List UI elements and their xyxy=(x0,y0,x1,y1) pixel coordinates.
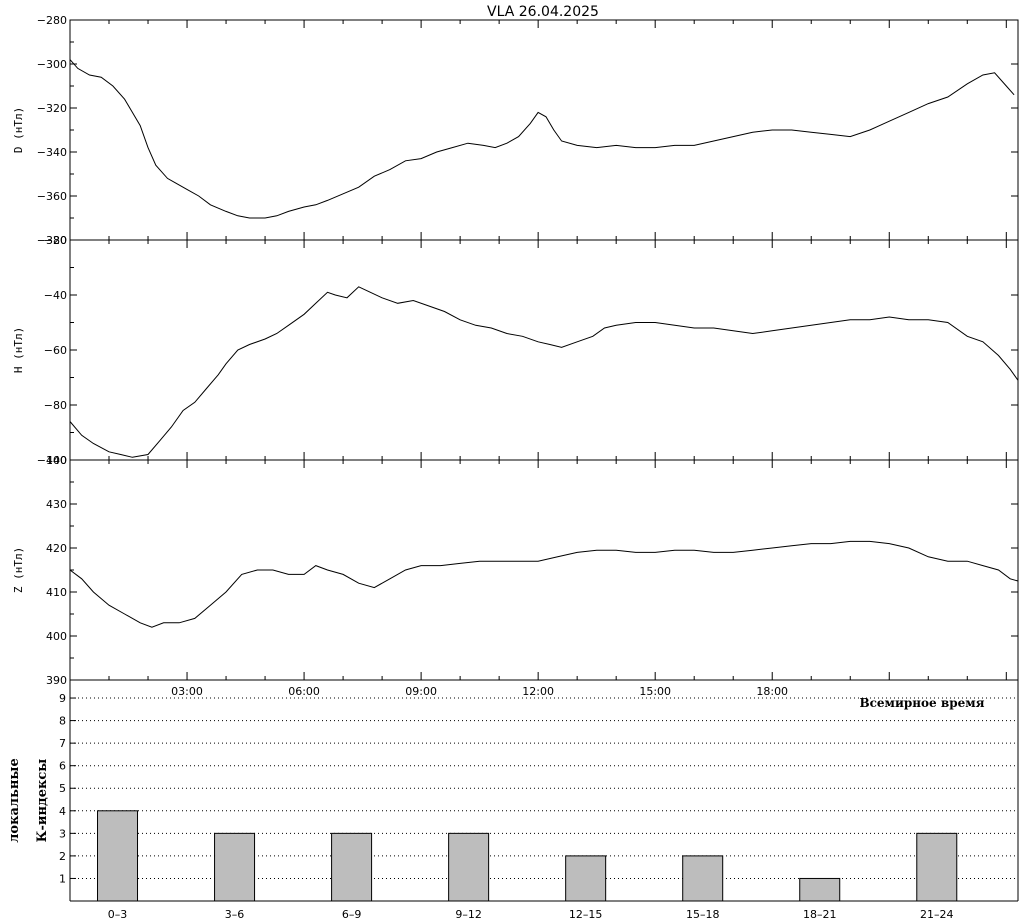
y-axis-label: H (нТл) xyxy=(12,327,25,373)
k-tick-label: 7 xyxy=(59,737,66,750)
y-tick-label: −100 xyxy=(37,454,67,467)
y-tick-label: 440 xyxy=(46,454,67,467)
y-tick-label: 400 xyxy=(46,630,67,643)
k-bin-label: 18–21 xyxy=(803,908,837,921)
y-tick-label: 390 xyxy=(46,674,67,687)
y-axis-label: D (нТл) xyxy=(12,107,25,153)
series-line-d xyxy=(69,59,1015,219)
k-bin-label: 9–12 xyxy=(455,908,482,921)
k-bar xyxy=(97,810,139,902)
x-tick-label: 03:00 xyxy=(171,685,203,698)
panel-k-index: 1 2 3 4 5 6 7 8 9 локальные К-индексы Всемирное вре… xyxy=(7,680,1019,921)
series-line-h xyxy=(69,286,1019,458)
y-tick-label: −80 xyxy=(44,399,67,412)
x-tick-label: 18:00 xyxy=(756,685,788,698)
y-tick-label: −20 xyxy=(44,234,67,247)
k-bar xyxy=(565,855,607,902)
k-bin-label: 12–15 xyxy=(569,908,603,921)
k-bar xyxy=(682,855,724,902)
y-tick-label: −360 xyxy=(37,190,67,203)
series-line-z xyxy=(69,540,1019,628)
y-tick-label: −320 xyxy=(37,102,67,115)
k-bin-label: 6–9 xyxy=(342,908,362,921)
x-tick-label: 06:00 xyxy=(288,685,320,698)
y-tick-label: 410 xyxy=(46,586,67,599)
plot-frame xyxy=(69,239,1019,461)
panel-h: −100 −80 −60 −40 −20 H (нТл) xyxy=(12,234,1019,467)
k-tick-label: 8 xyxy=(59,715,66,728)
k-tick-label: 9 xyxy=(59,692,66,705)
y-tick-label: −340 xyxy=(37,146,67,159)
y-tick-label: −380 xyxy=(37,234,67,247)
k-bar xyxy=(916,832,958,902)
k-axis-label: локальные xyxy=(7,758,22,842)
k-bin-label: 3–6 xyxy=(225,908,245,921)
k-bar xyxy=(448,832,490,902)
y-tick-label: −280 xyxy=(37,14,67,27)
k-tick-label: 1 xyxy=(59,872,66,885)
chart-title: VLA 26.04.2025 xyxy=(487,4,599,20)
y-tick-label: 430 xyxy=(46,498,67,511)
k-bin-label: 0–3 xyxy=(108,908,128,921)
x-axis-label: Всемирное время xyxy=(859,696,984,710)
panel-z: 390 400 410 420 430 440 Z (нТл) 03:00 06:00 09:00… xyxy=(12,454,1019,698)
k-tick-label: 5 xyxy=(59,782,66,795)
x-tick-label: 15:00 xyxy=(639,685,671,698)
k-tick-label: 6 xyxy=(59,760,66,773)
y-tick-label: −60 xyxy=(44,344,67,357)
k-bar xyxy=(331,832,373,902)
panel-d: −380 −360 −340 −320 −300 −280 D (нТл) xyxy=(12,14,1019,247)
plot-frame xyxy=(69,19,1019,241)
y-tick-label: −40 xyxy=(44,289,67,302)
plot-frame xyxy=(69,459,1019,681)
y-tick-label: −300 xyxy=(37,58,67,71)
k-tick-label: 3 xyxy=(59,827,66,840)
k-bar xyxy=(799,877,841,902)
k-bin-label: 21–24 xyxy=(920,908,954,921)
k-bar xyxy=(214,832,256,902)
k-tick-label: 2 xyxy=(59,850,66,863)
k-bin-label: 15–18 xyxy=(686,908,720,921)
k-tick-label: 4 xyxy=(59,805,66,818)
y-axis-label: Z (нТл) xyxy=(12,547,25,593)
x-tick-label: 09:00 xyxy=(405,685,437,698)
k-axis-label: К-индексы xyxy=(35,759,50,843)
x-tick-label: 12:00 xyxy=(522,685,554,698)
y-tick-label: 420 xyxy=(46,542,67,555)
